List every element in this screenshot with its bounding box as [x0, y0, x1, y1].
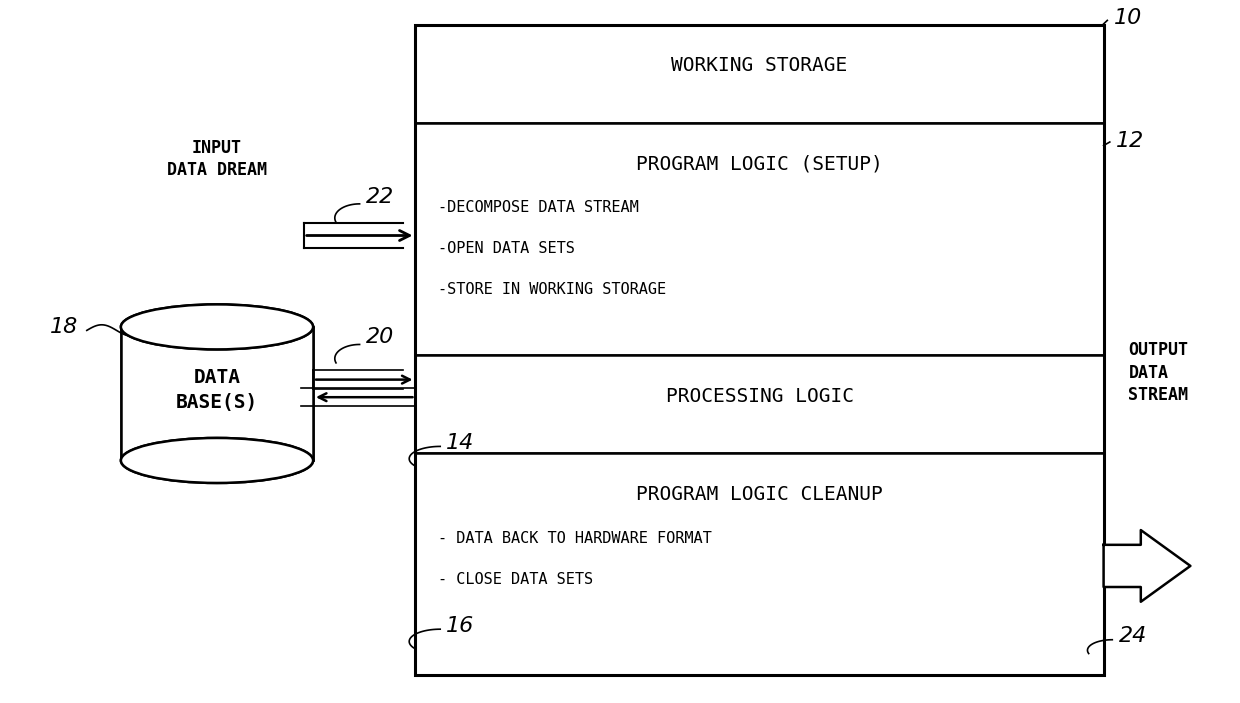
Text: PROGRAM LOGIC CLEANUP: PROGRAM LOGIC CLEANUP — [636, 485, 883, 504]
Bar — [415, 355, 1104, 453]
Text: -DECOMPOSE DATA STREAM: -DECOMPOSE DATA STREAM — [438, 200, 639, 215]
Text: 22: 22 — [366, 187, 394, 207]
Text: 20: 20 — [366, 328, 394, 347]
Bar — [415, 25, 1104, 123]
Text: 18: 18 — [50, 317, 78, 337]
Bar — [120, 327, 312, 460]
Bar — [415, 25, 1104, 675]
Text: WORKING STORAGE: WORKING STORAGE — [671, 56, 848, 75]
Polygon shape — [1104, 530, 1190, 602]
Bar — [415, 123, 1104, 355]
Text: 10: 10 — [1114, 8, 1142, 27]
Text: - DATA BACK TO HARDWARE FORMAT: - DATA BACK TO HARDWARE FORMAT — [438, 531, 712, 546]
Ellipse shape — [122, 438, 312, 483]
Text: 14: 14 — [446, 433, 475, 453]
Text: -STORE IN WORKING STORAGE: -STORE IN WORKING STORAGE — [438, 282, 666, 297]
Text: PROCESSING LOGIC: PROCESSING LOGIC — [666, 387, 853, 406]
Text: DATA
BASE(S): DATA BASE(S) — [176, 368, 258, 412]
Text: -OPEN DATA SETS: -OPEN DATA SETS — [438, 241, 574, 256]
Text: - CLOSE DATA SETS: - CLOSE DATA SETS — [438, 572, 593, 586]
Text: INPUT
DATA DREAM: INPUT DATA DREAM — [167, 139, 267, 179]
Ellipse shape — [122, 438, 312, 483]
Ellipse shape — [122, 304, 312, 349]
Ellipse shape — [122, 304, 312, 349]
Text: OUTPUT
DATA
STREAM: OUTPUT DATA STREAM — [1128, 342, 1188, 404]
Text: 24: 24 — [1118, 626, 1147, 646]
Bar — [415, 453, 1104, 675]
Text: 16: 16 — [446, 616, 475, 636]
Text: 12: 12 — [1116, 131, 1145, 150]
Text: PROGRAM LOGIC (SETUP): PROGRAM LOGIC (SETUP) — [636, 155, 883, 174]
